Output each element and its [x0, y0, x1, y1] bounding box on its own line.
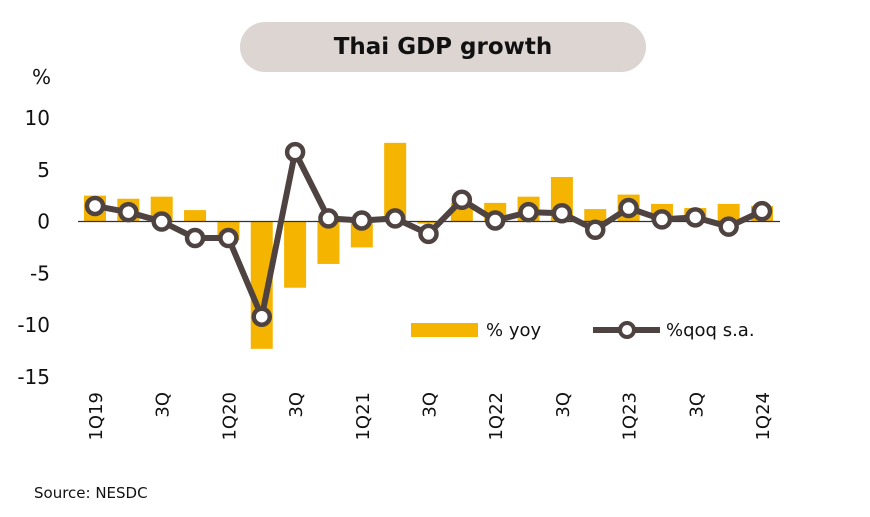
line-qoq-marker [518, 201, 539, 223]
bar-yoy [417, 221, 440, 224]
line-qoq-marker [218, 227, 239, 249]
line-qoq-marker [184, 227, 206, 249]
bar-yoy [384, 142, 407, 222]
x-tick-label: 1Q24 [753, 392, 774, 441]
line-qoq-marker [151, 211, 172, 232]
line-qoq-marker [118, 201, 139, 223]
line-qoq-marker [418, 223, 439, 245]
line-qoq-marker [384, 208, 406, 229]
bar-yoy [184, 210, 207, 222]
line-qoq-marker [284, 141, 306, 163]
line-qoq-marker [751, 200, 773, 222]
legend-swatch-yoy [411, 323, 478, 337]
line-qoq-marker [651, 209, 673, 230]
x-tick-label: 3Q [686, 392, 707, 418]
line-qoq-marker [84, 195, 106, 217]
line-qoq-marker [618, 197, 639, 219]
source-note: Source: NESDC [34, 484, 148, 502]
chart-title: Thai GDP growth [240, 22, 646, 72]
y-tick-label: -10 [17, 313, 50, 337]
line-qoq-marker [718, 216, 739, 237]
legend-marker-qoq [618, 321, 636, 339]
bar-yoy [317, 221, 340, 264]
x-tick-label: 1Q23 [620, 392, 641, 441]
x-tick-label: 3Q [153, 392, 174, 418]
x-tick-label: 3Q [286, 392, 307, 418]
line-qoq-marker [351, 210, 373, 231]
y-tick-label: 5 [37, 158, 50, 182]
y-tick-label: -5 [30, 261, 50, 285]
y-axis-label: % [32, 65, 51, 89]
bar-yoy [717, 203, 740, 222]
legend-label-yoy: % yoy [486, 320, 541, 341]
line-qoq-marker [585, 219, 606, 241]
y-tick-label: -15 [17, 365, 50, 389]
line-qoq-marker [451, 189, 473, 211]
y-tick-label: 0 [37, 210, 50, 234]
x-tick-label: 3Q [420, 392, 441, 418]
x-tick-label: 1Q21 [353, 392, 374, 441]
y-tick-label: 10 [25, 106, 50, 130]
bar-yoy [584, 209, 607, 222]
bar-yoy [284, 221, 307, 288]
x-tick-label: 3Q [553, 392, 574, 418]
legend-label-qoq: %qoq s.a. [666, 320, 755, 341]
line-qoq-marker [484, 210, 506, 231]
line-qoq-marker [251, 306, 272, 327]
line-qoq-marker [551, 202, 573, 224]
line-qoq-marker [318, 208, 339, 229]
line-qoq-marker [685, 207, 706, 228]
x-tick-label: 1Q20 [219, 392, 240, 441]
x-tick-label: 1Q19 [86, 392, 107, 441]
x-tick-label: 1Q22 [486, 392, 507, 441]
